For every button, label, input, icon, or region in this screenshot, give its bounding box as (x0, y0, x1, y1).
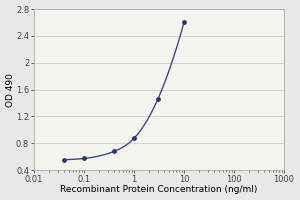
Point (182, 21, 186, 24)
Point (132, 137, 136, 140)
Point (82, 157, 86, 160)
Point (155, 97, 160, 101)
Y-axis label: OD 490: OD 490 (6, 73, 15, 107)
Point (112, 150, 116, 153)
X-axis label: Recombinant Protein Concentration (ng/ml): Recombinant Protein Concentration (ng/ml… (60, 185, 258, 194)
Point (62, 158, 67, 161)
